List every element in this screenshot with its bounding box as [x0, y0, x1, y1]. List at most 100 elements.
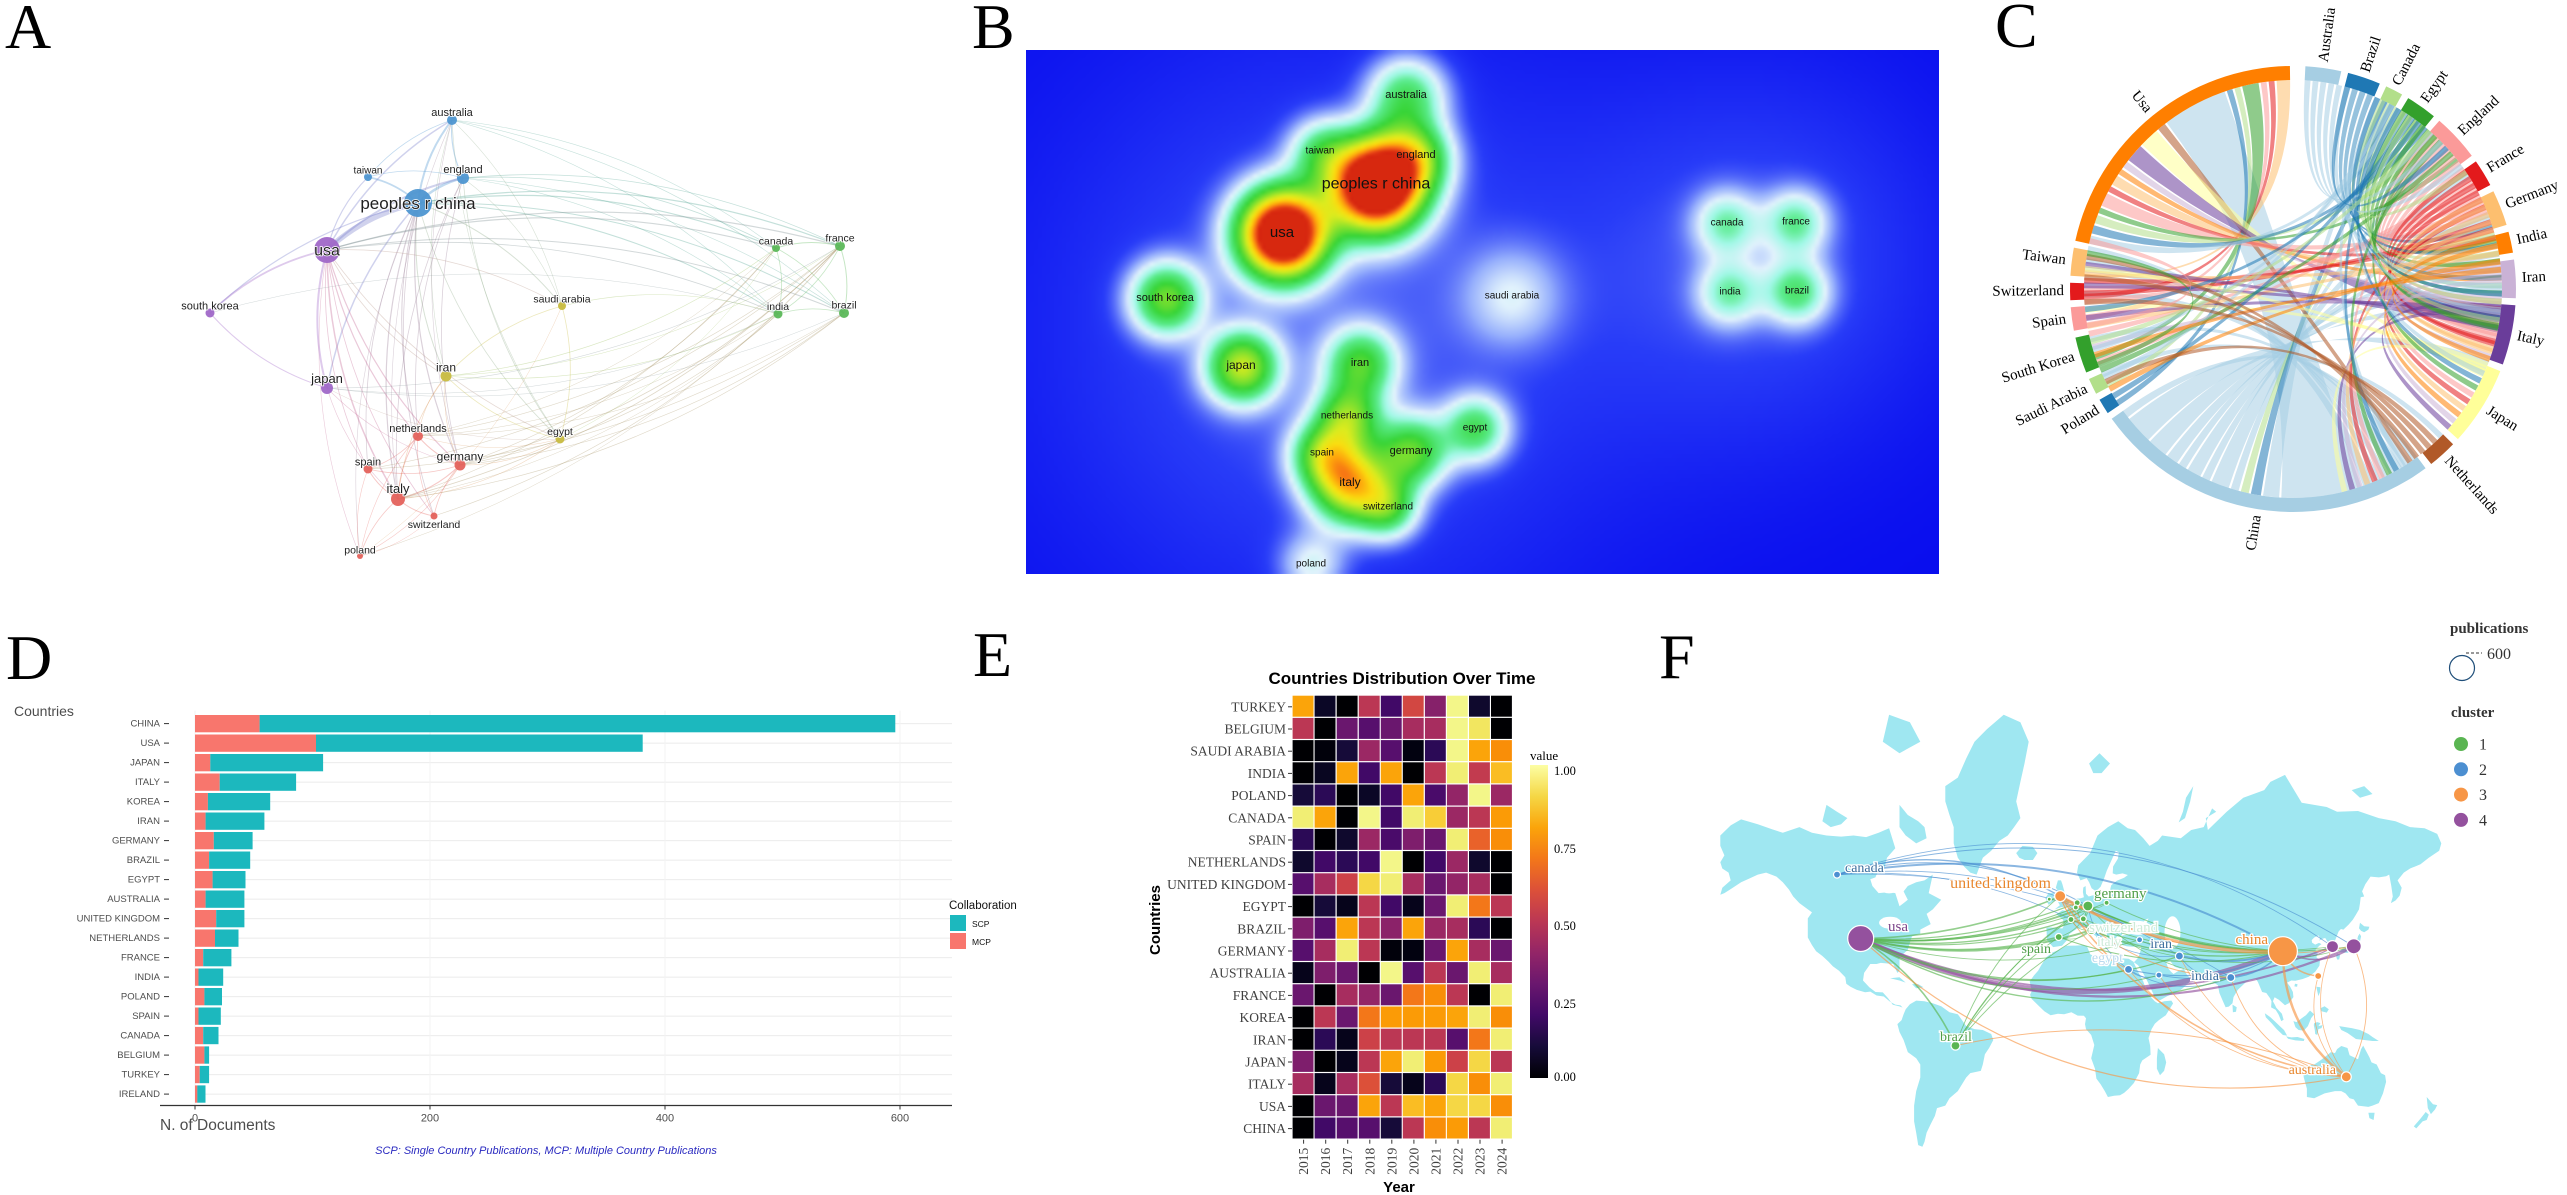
svg-text:united kingdom: united kingdom — [1950, 875, 2051, 892]
svg-text:egypt: egypt — [2092, 951, 2123, 966]
svg-text:poland: poland — [344, 545, 376, 557]
svg-text:Countries Distribution Over Ti: Countries Distribution Over Time — [1268, 669, 1535, 688]
svg-text:south korea: south korea — [181, 300, 239, 312]
svg-text:japan: japan — [1225, 358, 1255, 372]
svg-text:CANADA: CANADA — [120, 1031, 160, 1042]
svg-text:value: value — [1530, 748, 1558, 763]
svg-text:0.50: 0.50 — [1554, 919, 1576, 933]
svg-text:2018: 2018 — [1362, 1147, 1377, 1174]
svg-text:Brazil: Brazil — [2358, 35, 2385, 75]
svg-text:200: 200 — [421, 1113, 439, 1125]
svg-text:iran: iran — [1351, 357, 1369, 369]
svg-text:Taiwan: Taiwan — [2021, 247, 2067, 268]
svg-text:POLAND: POLAND — [1231, 788, 1286, 803]
svg-text:netherlands: netherlands — [1321, 411, 1373, 422]
svg-text:canada: canada — [759, 236, 794, 248]
svg-text:F: F — [1659, 621, 1695, 692]
svg-text:saudi arabia: saudi arabia — [533, 294, 590, 306]
svg-text:publications: publications — [2450, 621, 2529, 637]
svg-text:usa: usa — [1270, 224, 1295, 241]
svg-text:france: france — [1782, 217, 1810, 228]
svg-text:CHINA: CHINA — [1243, 1121, 1286, 1136]
svg-text:2020: 2020 — [1406, 1147, 1421, 1174]
svg-text:australia: australia — [2289, 1063, 2337, 1078]
svg-text:netherlands: netherlands — [389, 423, 447, 435]
svg-text:2016: 2016 — [1318, 1147, 1333, 1174]
svg-text:2022: 2022 — [1451, 1148, 1466, 1175]
svg-text:2023: 2023 — [1473, 1147, 1488, 1174]
svg-text:0: 0 — [192, 1113, 198, 1125]
svg-text:germany: germany — [1390, 445, 1433, 457]
svg-text:0.25: 0.25 — [1554, 997, 1576, 1011]
svg-text:switzerland: switzerland — [1363, 502, 1413, 513]
svg-text:usa: usa — [314, 243, 340, 260]
svg-text:ITALY: ITALY — [1248, 1077, 1286, 1092]
svg-text:MCP: MCP — [972, 937, 991, 947]
svg-text:iran: iran — [2150, 937, 2172, 952]
svg-text:switzerland: switzerland — [2089, 920, 2159, 936]
svg-text:USA: USA — [140, 738, 160, 749]
svg-text:BRAZIL: BRAZIL — [1237, 921, 1286, 936]
svg-text:italy: italy — [386, 481, 410, 496]
svg-text:Spain: Spain — [2031, 311, 2068, 332]
svg-text:TURKEY: TURKEY — [121, 1070, 160, 1081]
svg-text:japan: japan — [310, 371, 343, 386]
svg-text:KOREA: KOREA — [127, 797, 161, 808]
svg-text:GERMANY: GERMANY — [112, 836, 161, 847]
svg-text:switzerland: switzerland — [408, 519, 461, 531]
svg-text:germany: germany — [2094, 886, 2147, 902]
svg-text:GERMANY: GERMANY — [1218, 944, 1287, 959]
svg-text:600: 600 — [891, 1113, 909, 1125]
svg-text:Collaboration: Collaboration — [949, 900, 1017, 912]
svg-text:EGYPT: EGYPT — [1243, 899, 1287, 914]
svg-text:South Korea: South Korea — [2000, 349, 2077, 387]
svg-text:BELGIUM: BELGIUM — [1225, 722, 1287, 737]
svg-text:india: india — [1719, 287, 1741, 298]
svg-text:BELGIUM: BELGIUM — [117, 1050, 160, 1061]
svg-text:UNITED KINGDOM: UNITED KINGDOM — [77, 914, 160, 925]
svg-text:usa: usa — [1888, 919, 1908, 935]
svg-text:IRAN: IRAN — [1253, 1032, 1286, 1047]
svg-text:england: england — [1396, 149, 1435, 161]
svg-text:brazil: brazil — [831, 300, 856, 312]
svg-text:400: 400 — [656, 1113, 674, 1125]
svg-text:peoples r china: peoples r china — [1322, 176, 1431, 193]
svg-text:Italy: Italy — [2515, 328, 2546, 349]
svg-text:Australia: Australia — [2316, 6, 2339, 63]
svg-text:China: China — [2243, 514, 2264, 552]
svg-text:India: India — [2515, 226, 2549, 248]
svg-text:2019: 2019 — [1384, 1147, 1399, 1174]
svg-text:Usa: Usa — [2128, 88, 2155, 116]
svg-text:taiwan: taiwan — [354, 166, 383, 177]
svg-text:2: 2 — [2479, 762, 2487, 779]
svg-text:china: china — [2236, 932, 2269, 948]
svg-text:N. of Documents: N. of Documents — [160, 1117, 276, 1134]
svg-text:C: C — [1995, 0, 2038, 61]
svg-text:1.00: 1.00 — [1554, 764, 1576, 778]
svg-text:Year: Year — [1383, 1179, 1415, 1195]
svg-text:south korea: south korea — [1136, 292, 1194, 304]
svg-text:Germany: Germany — [2503, 177, 2561, 212]
svg-text:italy: italy — [1339, 475, 1360, 489]
svg-text:BRAZIL: BRAZIL — [127, 855, 160, 866]
svg-text:canada: canada — [1845, 861, 1885, 876]
svg-text:canada: canada — [1711, 218, 1744, 229]
svg-text:egypt: egypt — [1463, 423, 1488, 434]
svg-text:germany: germany — [437, 449, 484, 463]
svg-text:2017: 2017 — [1340, 1147, 1355, 1174]
svg-text:SCP: Single Country Publicatio: SCP: Single Country Publications, MCP: M… — [375, 1145, 717, 1157]
svg-text:JAPAN: JAPAN — [1245, 1055, 1286, 1070]
svg-text:poland: poland — [1296, 559, 1326, 570]
svg-text:iran: iran — [436, 360, 456, 374]
svg-text:USA: USA — [1259, 1099, 1286, 1114]
svg-text:0.75: 0.75 — [1554, 842, 1576, 856]
svg-text:spain: spain — [355, 456, 381, 468]
svg-text:Countries: Countries — [1147, 885, 1164, 955]
svg-text:england: england — [443, 164, 482, 176]
svg-text:peoples r china: peoples r china — [360, 194, 476, 213]
svg-text:SPAIN: SPAIN — [1248, 833, 1286, 848]
svg-text:Iran: Iran — [2521, 269, 2546, 286]
svg-text:india: india — [2191, 969, 2220, 984]
svg-text:1: 1 — [2479, 737, 2487, 754]
svg-text:D: D — [6, 622, 52, 693]
